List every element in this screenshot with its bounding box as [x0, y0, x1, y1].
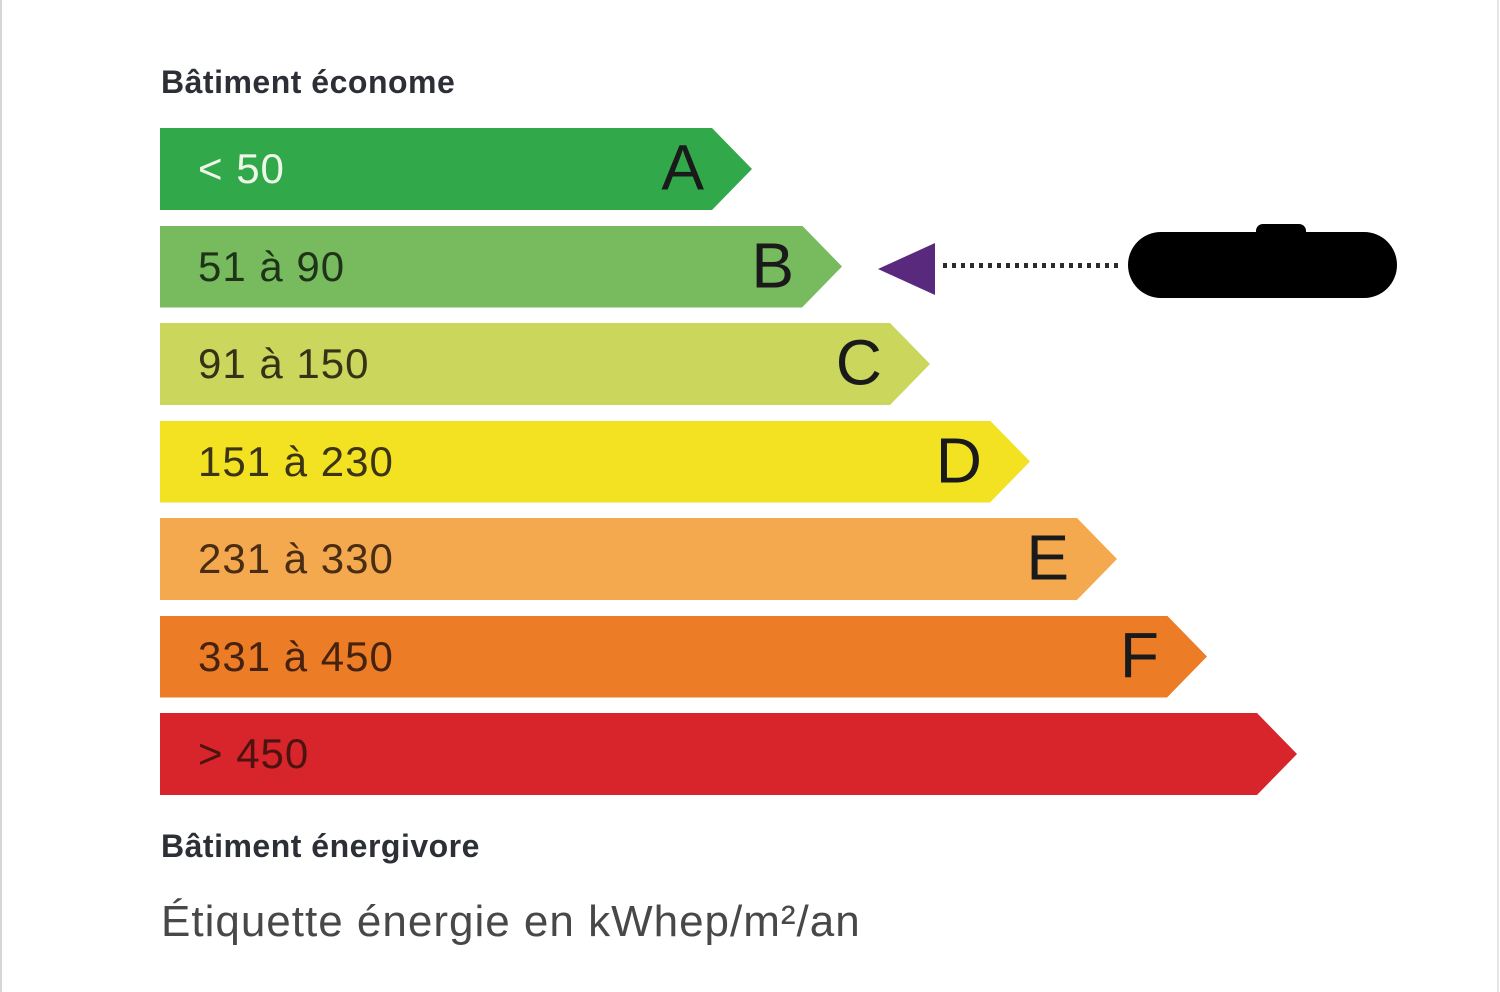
energy-class-bar: 231 à 330 E [160, 518, 1117, 600]
bar-range-label: 331 à 450 [198, 632, 394, 680]
redacted-value-bump [1256, 224, 1306, 246]
bar-letter: B [751, 229, 794, 302]
energy-class-bar: 331 à 450 F [160, 616, 1207, 698]
bar-letter: A [661, 131, 704, 204]
bar-range-label: < 50 [198, 145, 285, 192]
bar-range-label: 91 à 150 [198, 340, 370, 387]
bar-range-label: 231 à 330 [198, 535, 394, 582]
bar-range-label: 51 à 90 [198, 242, 346, 290]
bar-range-label: > 450 [198, 730, 310, 777]
energy-class-bar: 91 à 150 C [160, 323, 930, 405]
bar-letter: E [1026, 521, 1069, 594]
dotted-connector [943, 263, 1123, 268]
energy-class-bar: < 50 A [160, 128, 752, 210]
bar-range-label: 151 à 230 [198, 437, 394, 485]
scan-edge-right [1497, 0, 1499, 992]
energy-class-bar: 51 à 90 B [160, 226, 842, 308]
energy-scale: < 50 A 51 à 90 B 91 à 150 C 151 à 230 D … [160, 128, 1297, 811]
energy-class-bar: 151 à 230 D [160, 421, 1030, 503]
label-batiment-energivore: Bâtiment énergivore [161, 828, 480, 864]
energy-class-bar: > 450 [160, 713, 1297, 795]
label-batiment-econome: Bâtiment économe [161, 64, 456, 100]
scan-edge-left [0, 0, 2, 992]
bar-letter: C [835, 326, 882, 399]
bar-letter: D [935, 424, 982, 497]
caption-etiquette-energie: Étiquette énergie en kWhep/m²/an [161, 897, 861, 946]
bar-letter: F [1119, 619, 1159, 692]
